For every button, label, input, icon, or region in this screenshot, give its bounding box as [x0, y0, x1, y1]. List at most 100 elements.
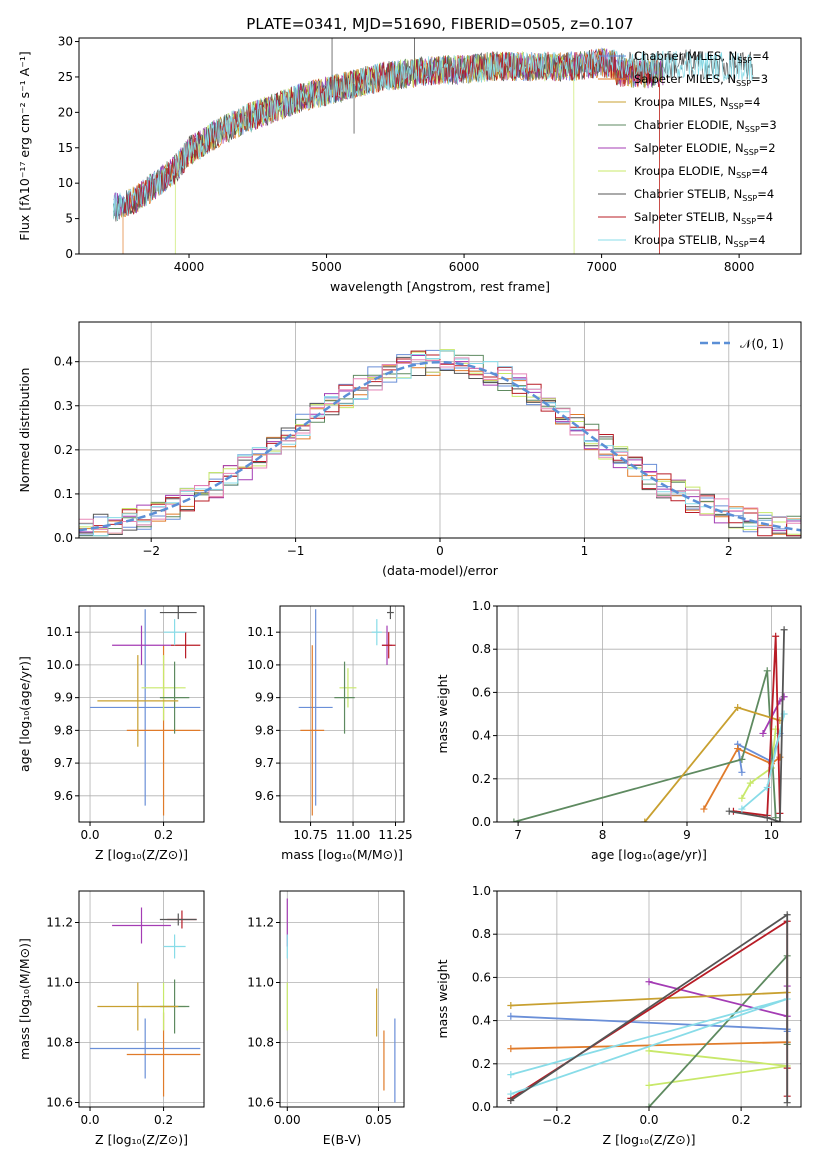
y-tick-label: 0.4	[54, 355, 73, 369]
histogram-step	[79, 350, 801, 537]
y-axis-label: Flux [fλ10⁻¹⁷ erg cm⁻² s⁻¹ A⁻¹]	[17, 51, 32, 240]
y-tick-label: 10.0	[46, 658, 73, 672]
y-tick-label: 15	[58, 141, 73, 155]
weight-line	[703, 747, 781, 810]
y-tick-label: 0.6	[472, 685, 491, 699]
weight-point	[763, 783, 771, 791]
legend-subscript: SSP	[737, 56, 752, 65]
x-tick-label: 1	[581, 544, 589, 558]
x-tick-label: 9	[683, 828, 691, 842]
weight-plot-area	[507, 911, 791, 1107]
x-tick-label: 0.2	[154, 1113, 173, 1127]
y-tick-label: 10.8	[247, 1036, 274, 1050]
weight-point	[507, 1012, 515, 1020]
weight-point	[645, 1081, 653, 1089]
x-tick-label: 6000	[449, 260, 480, 274]
weight-point	[641, 818, 649, 822]
x-tick-label: 0.2	[732, 1113, 751, 1127]
normal-curve	[79, 360, 801, 532]
y-tick-label: 0.0	[54, 531, 73, 545]
weight-point	[772, 632, 780, 640]
y-tick-label: 0.8	[472, 642, 491, 656]
legend-label: Salpeter ELODIE, NSSP=2	[634, 141, 776, 157]
legend-subscript: SSP	[729, 102, 744, 111]
legend-subscript: SSP	[741, 217, 756, 226]
weight-point	[738, 768, 746, 776]
x-tick-label: 5000	[311, 260, 342, 274]
weight-plot-area	[510, 626, 788, 822]
y-tick-label: 9.9	[255, 691, 274, 705]
y-tick-label: 0.3	[54, 399, 73, 413]
weight-point	[776, 818, 784, 822]
weight-point	[700, 805, 708, 813]
legend-label: Kroupa ELODIE, NSSP=4	[634, 164, 768, 180]
legend-subscript: SSP	[736, 79, 751, 88]
x-axis-label: Z [log₁₀(Z/Z⊙)]	[95, 847, 188, 862]
y-tick-label: 20	[58, 105, 73, 119]
y-tick-label: 0.2	[472, 772, 491, 786]
axes-frame	[78, 890, 205, 1108]
y-tick-label: 0.1	[54, 487, 73, 501]
y-tick-label: 0.4	[472, 729, 491, 743]
y-tick-label: 9.8	[255, 723, 274, 737]
y-tick-label: 10.8	[46, 1036, 73, 1050]
x-tick-label: 0.00	[274, 1113, 301, 1127]
legend-nssp: =4	[751, 164, 768, 178]
spectrum-line	[113, 49, 754, 221]
histogram-step	[79, 357, 801, 534]
x-tick-label: 2	[725, 544, 733, 558]
legend-nssp: =4	[752, 49, 769, 63]
legend-nssp: =2	[759, 141, 776, 155]
weight-point	[746, 779, 754, 787]
x-tick-label: 4000	[174, 260, 205, 274]
legend-nssp: =4	[756, 210, 773, 224]
weight-point	[507, 1097, 515, 1105]
x-tick-label: 8000	[724, 260, 755, 274]
weight-point	[783, 1099, 791, 1107]
y-axis-label: Normed distribution	[17, 368, 32, 493]
y-tick-label: 9.9	[54, 691, 73, 705]
y-tick-label: 11.0	[247, 976, 274, 990]
axes-frame	[78, 605, 205, 823]
x-tick-label: 11.00	[336, 828, 370, 842]
legend-subscript: SSP	[745, 125, 760, 134]
y-tick-label: 10.6	[46, 1096, 73, 1110]
weight-point	[783, 911, 791, 919]
y-tick-label: 0.0	[472, 1100, 491, 1114]
legend-nssp: =3	[760, 118, 777, 132]
y-tick-label: 0.8	[472, 927, 491, 941]
histogram-plot-area	[79, 349, 801, 537]
weight-point	[734, 704, 742, 712]
x-tick-label: 8	[599, 828, 607, 842]
y-tick-label: 0.0	[472, 815, 491, 829]
y-axis-label: mass [log₁₀(M/M⊙)]	[17, 938, 32, 1060]
weight-point	[725, 807, 733, 815]
y-tick-label: 30	[58, 35, 73, 49]
scatter-plot-area	[90, 907, 201, 1097]
x-tick-label: 11.25	[378, 828, 412, 842]
axes-frame	[496, 605, 802, 823]
y-axis-label: mass weight	[435, 674, 450, 753]
scatter-plot-area	[90, 606, 201, 816]
x-tick-label: 7000	[586, 260, 617, 274]
x-tick-label: 0.05	[365, 1113, 392, 1127]
y-tick-label: 10	[58, 176, 73, 190]
spectrum-plot-area	[113, 38, 754, 254]
legend-label: 𝒩(0, 1)	[740, 337, 784, 351]
x-tick-label: 10.75	[293, 828, 327, 842]
x-tick-label: −1	[287, 544, 305, 558]
axes-frame	[78, 37, 802, 255]
x-tick-label: 0.0	[80, 828, 99, 842]
y-tick-label: 0.2	[472, 1057, 491, 1071]
weight-point	[507, 1045, 515, 1053]
y-tick-label: 0.2	[54, 443, 73, 457]
weight-line	[729, 629, 785, 822]
weight-line	[741, 729, 777, 799]
y-tick-label: 11.2	[247, 916, 274, 930]
x-axis-label: mass [log₁₀(M/M⊙)]	[281, 847, 403, 862]
x-tick-label: 0.0	[80, 1113, 99, 1127]
weight-point	[759, 729, 767, 737]
legend-subscript: SSP	[744, 148, 759, 157]
legend-subscript: SSP	[734, 240, 749, 249]
